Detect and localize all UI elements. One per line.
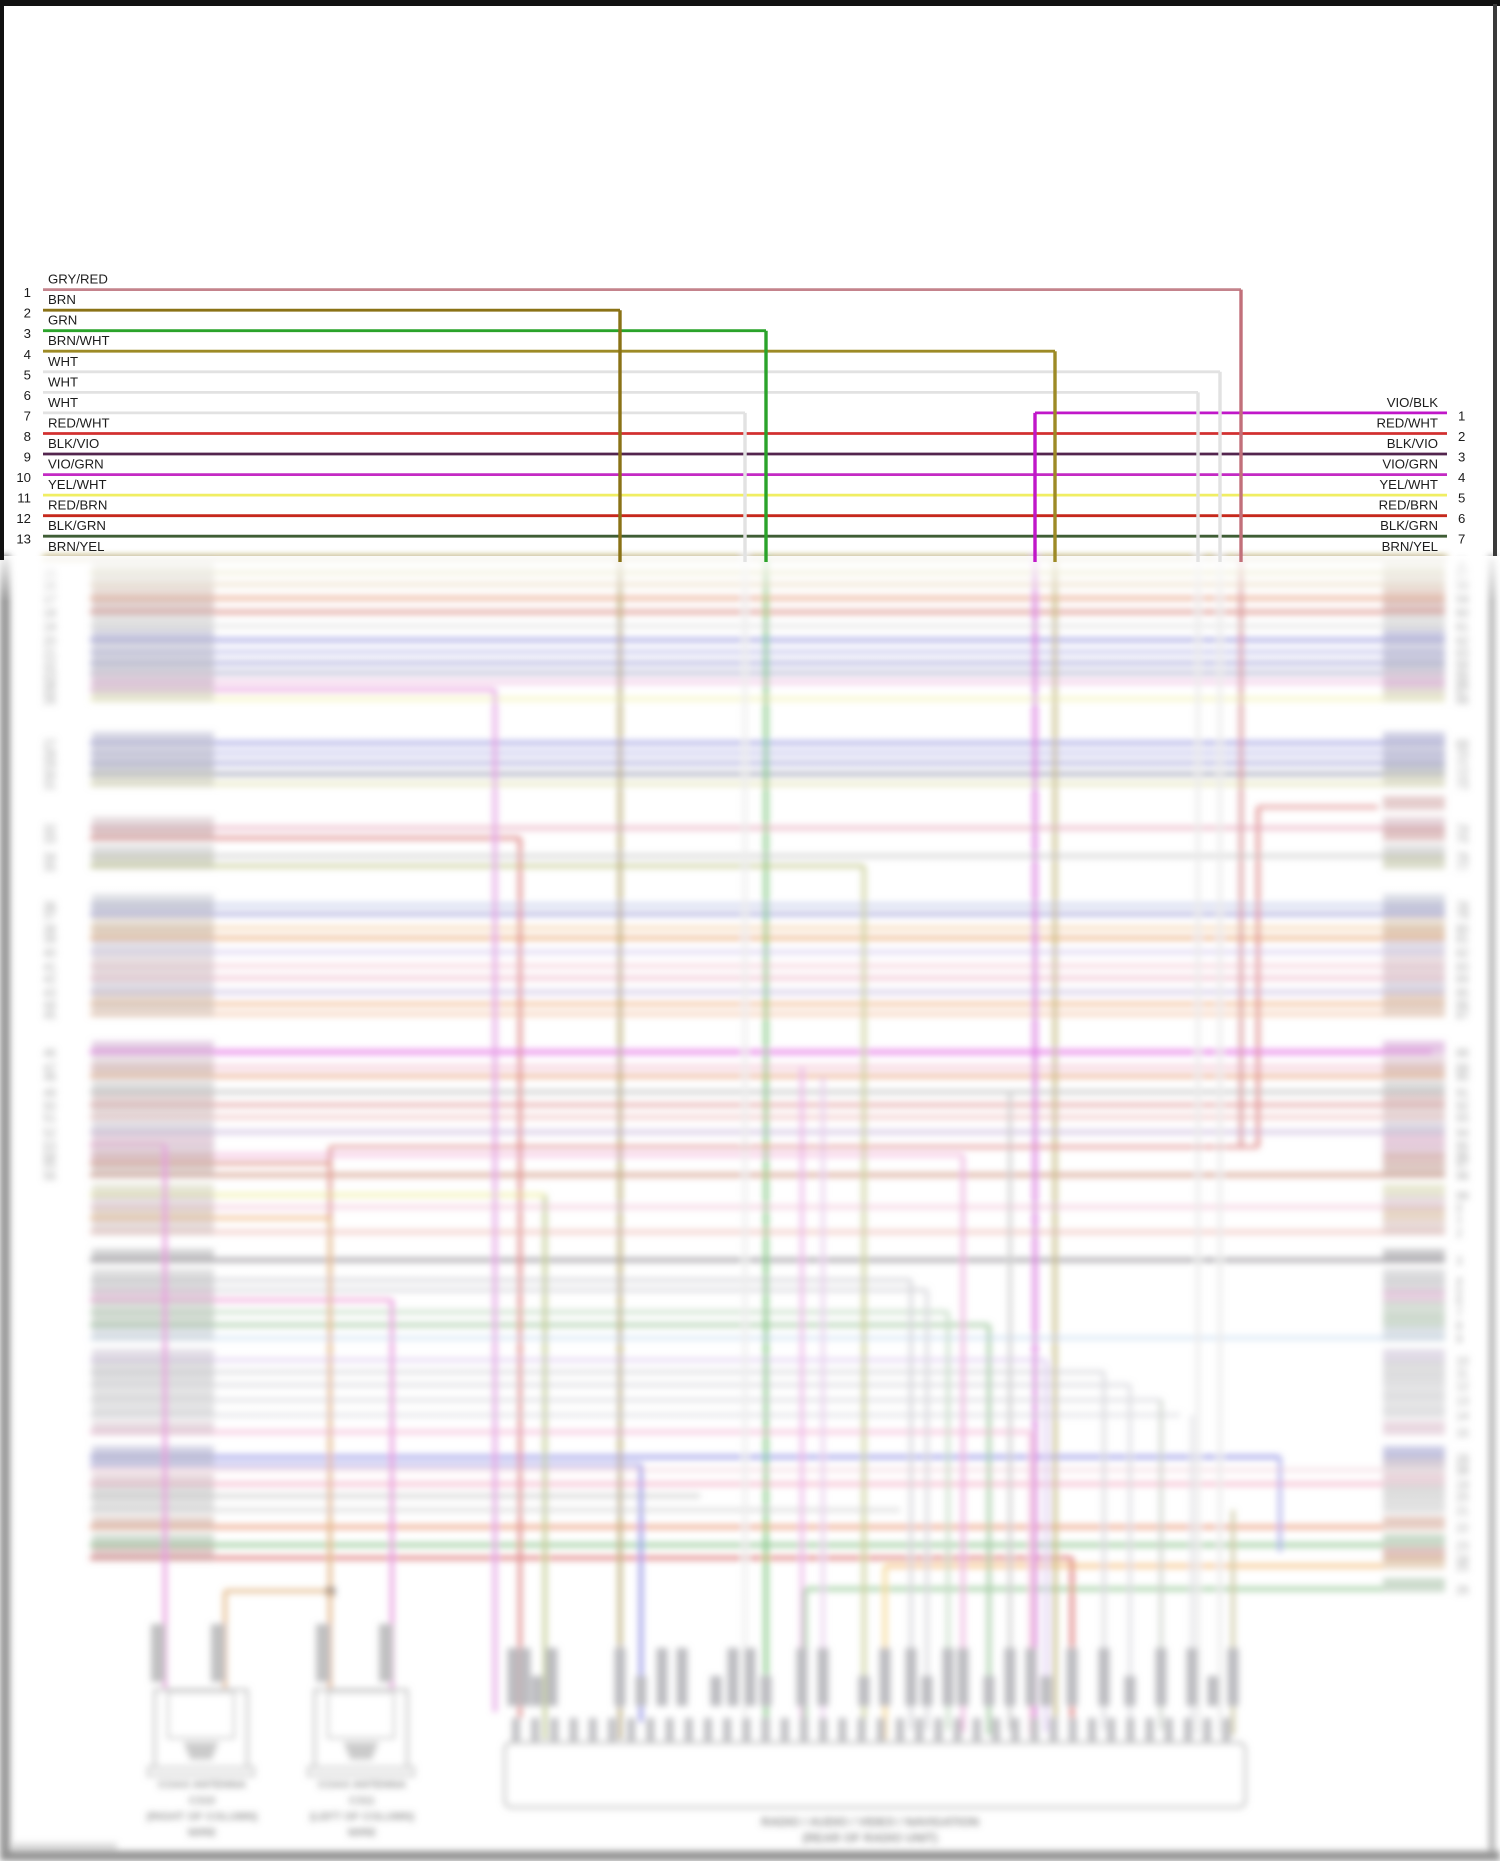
svg-text:7: 7: [1458, 532, 1465, 547]
svg-text:VIO/GRN: VIO/GRN: [1382, 457, 1438, 472]
svg-text:6: 6: [1458, 511, 1465, 526]
svg-text:8: 8: [24, 429, 31, 444]
svg-text:YEL/WHT: YEL/WHT: [1379, 477, 1438, 492]
svg-text:13: 13: [16, 532, 31, 547]
svg-text:2: 2: [24, 306, 31, 321]
svg-text:BLK/VIO: BLK/VIO: [1387, 436, 1438, 451]
svg-text:VIO/GRN: VIO/GRN: [48, 457, 104, 472]
svg-text:RED/WHT: RED/WHT: [1376, 416, 1438, 431]
svg-text:12: 12: [16, 511, 31, 526]
svg-text:9: 9: [24, 450, 31, 465]
svg-text:BLK/GRN: BLK/GRN: [48, 518, 106, 533]
svg-text:BLK/VIO: BLK/VIO: [48, 436, 99, 451]
svg-text:4: 4: [1458, 470, 1465, 485]
svg-text:2: 2: [1458, 429, 1465, 444]
svg-text:6: 6: [24, 388, 31, 403]
svg-text:BRN/YEL: BRN/YEL: [1382, 539, 1438, 554]
svg-text:RED/BRN: RED/BRN: [48, 498, 107, 513]
svg-text:GRN: GRN: [48, 313, 77, 328]
svg-text:3: 3: [24, 326, 31, 341]
svg-text:YEL/WHT: YEL/WHT: [48, 477, 107, 492]
svg-text:4: 4: [24, 347, 31, 362]
svg-text:BRN: BRN: [48, 292, 76, 307]
svg-text:VIO/BLK: VIO/BLK: [1387, 395, 1439, 410]
svg-text:WHT: WHT: [48, 395, 78, 410]
svg-text:WHT: WHT: [48, 354, 78, 369]
svg-text:BLK/GRN: BLK/GRN: [1380, 518, 1438, 533]
svg-text:RED/WHT: RED/WHT: [48, 416, 110, 431]
svg-text:GRY/RED: GRY/RED: [48, 272, 108, 287]
svg-text:3: 3: [1458, 450, 1465, 465]
svg-text:7: 7: [24, 408, 31, 423]
svg-text:11: 11: [17, 491, 31, 506]
svg-text:RED/BRN: RED/BRN: [1379, 498, 1438, 513]
svg-text:5: 5: [1458, 491, 1465, 506]
svg-text:1: 1: [24, 285, 31, 300]
svg-text:BRN/WHT: BRN/WHT: [48, 333, 110, 348]
svg-text:5: 5: [24, 367, 31, 382]
svg-text:10: 10: [16, 470, 31, 485]
svg-text:1: 1: [1458, 408, 1465, 423]
svg-text:BRN/YEL: BRN/YEL: [48, 539, 104, 554]
svg-text:WHT: WHT: [48, 374, 78, 389]
